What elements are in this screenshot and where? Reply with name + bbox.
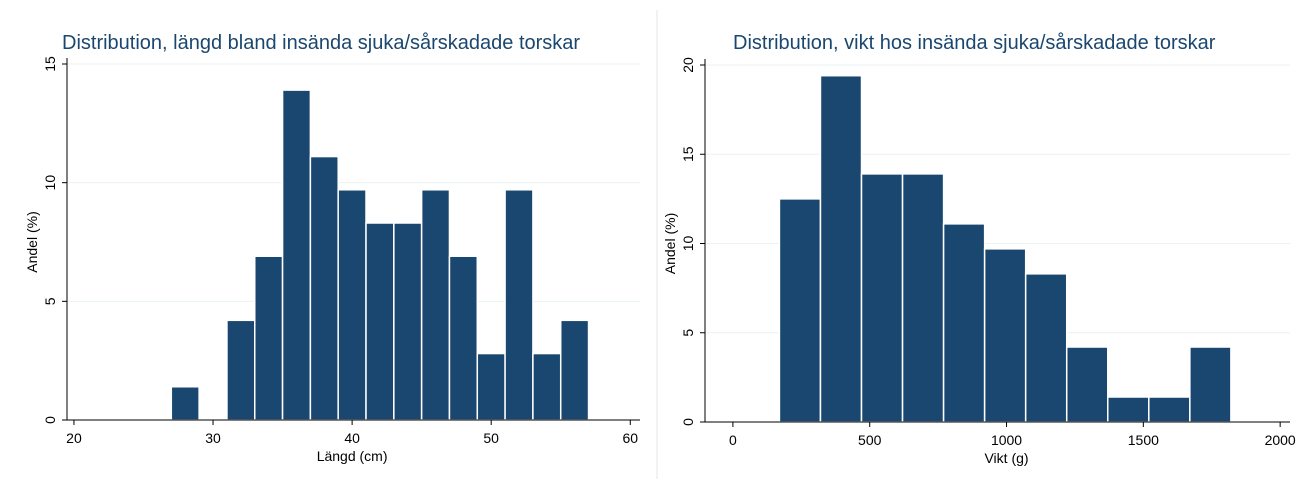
- bar: [1107, 396, 1150, 423]
- y-axis-label: Andel (%): [662, 213, 678, 274]
- bar: [901, 173, 945, 423]
- bar: [942, 223, 986, 423]
- bar: [778, 198, 822, 423]
- y-axis-label: Andel (%): [24, 211, 40, 272]
- bar: [819, 74, 863, 423]
- y-tick-label: 20: [680, 57, 696, 73]
- bar: [281, 89, 312, 421]
- x-tick-label: 0: [729, 432, 737, 448]
- x-tick-label: 30: [205, 430, 221, 446]
- x-tick-label: 2000: [1265, 432, 1296, 448]
- bar: [476, 352, 506, 421]
- y-tick-label: 10: [680, 236, 696, 252]
- chart-title: Distribution, vikt hos insända sjuka/sår…: [733, 32, 1216, 54]
- y-tick-label: 10: [42, 175, 58, 191]
- bar: [226, 319, 256, 421]
- x-tick-label: 40: [344, 430, 360, 446]
- chart-title: Distribution, längd bland insända sjuka/…: [62, 32, 580, 54]
- bar: [532, 352, 562, 421]
- x-tick-label: 1000: [991, 432, 1022, 448]
- x-tick-label: 500: [858, 432, 882, 448]
- bar: [337, 189, 367, 421]
- bar: [1065, 346, 1109, 423]
- x-tick-label: 1500: [1128, 432, 1159, 448]
- bar: [309, 155, 339, 421]
- y-tick-label: 5: [42, 297, 58, 305]
- x-axis-label: Vikt (g): [984, 450, 1028, 466]
- bar: [1189, 346, 1232, 423]
- bar: [504, 189, 534, 421]
- bar: [559, 319, 590, 421]
- y-tick-label: 15: [680, 146, 696, 162]
- bar: [420, 189, 451, 421]
- x-tick-label: 60: [622, 430, 638, 446]
- y-tick-label: 15: [42, 56, 58, 72]
- y-tick-label: 5: [680, 329, 696, 337]
- x-tick-label: 50: [483, 430, 499, 446]
- x-axis-label: Längd (cm): [317, 448, 388, 464]
- y-tick-label: 0: [680, 418, 696, 426]
- bar: [983, 248, 1027, 423]
- bar: [254, 255, 284, 421]
- bar: [1148, 396, 1191, 423]
- x-tick-label: 20: [66, 430, 82, 446]
- bar: [1024, 273, 1068, 423]
- y-tick-label: 0: [42, 416, 58, 424]
- bar: [448, 255, 479, 421]
- bar: [860, 173, 904, 423]
- bar: [170, 386, 200, 421]
- bar: [365, 222, 395, 421]
- bar: [393, 222, 423, 421]
